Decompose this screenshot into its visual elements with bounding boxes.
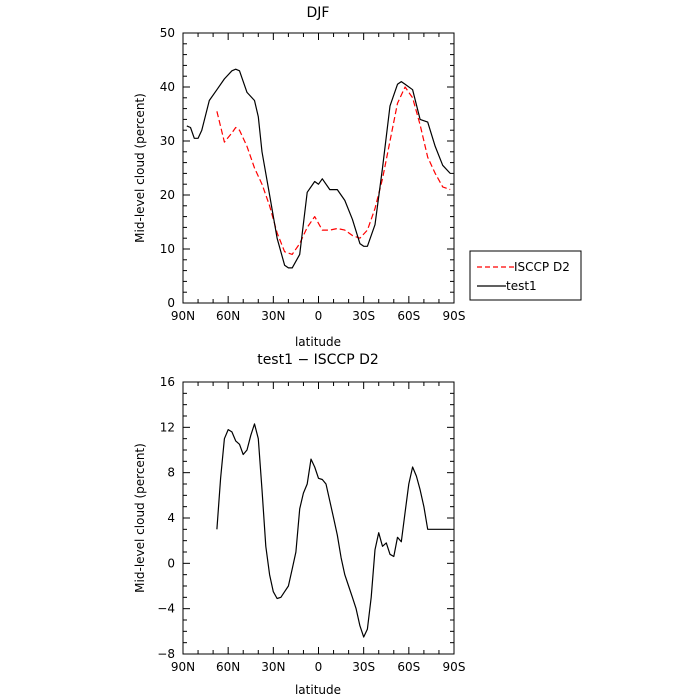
legend-label-isccp: ISCCP D2 (514, 260, 570, 274)
top-y-axis-label: Mid-level cloud (percent) (133, 93, 147, 243)
bottom-x-tick-label: 90S (443, 660, 466, 674)
top-chart-panel: DJF 90N 60N 30N 0 30S 60S 90S 0 10 20 30 40 50 latit… (133, 5, 582, 349)
bottom-series-group (216, 423, 451, 638)
top-y-tick-label: 30 (160, 134, 175, 148)
bottom-y-tick-label: 16 (160, 375, 175, 389)
legend-label-test1: test1 (506, 279, 537, 293)
top-series-line-isccp-d2 (216, 86, 451, 255)
top-x-tick-label: 30S (352, 309, 375, 323)
top-y-tick-label: 10 (160, 242, 175, 256)
bottom-x-tick-label: 60N (216, 660, 240, 674)
top-y-tick-label: 20 (160, 188, 175, 202)
bottom-y-tick-label: 12 (160, 420, 175, 434)
bottom-x-axis-label: latitude (295, 683, 341, 697)
top-y-tick-label: 0 (167, 296, 175, 310)
top-x-tick-label: 0 (315, 309, 323, 323)
top-x-tick-label: 60S (397, 309, 420, 323)
bottom-y-axis-label: Mid-level cloud (percent) (133, 443, 147, 593)
legend-box (469, 250, 582, 301)
top-axis-ticks: 90N 60N 30N 0 30S 60S 90S 0 10 20 30 40 50 (160, 26, 466, 323)
top-series-line-test1 (186, 68, 451, 269)
bottom-x-tick-label: 0 (315, 660, 323, 674)
top-y-tick-label: 50 (160, 26, 175, 40)
bottom-chart-panel: test1 − ISCCP D2 90N 60N 30N 0 30S 60S 90S −8 −4… (133, 352, 465, 697)
top-x-tick-label: 90N (171, 309, 195, 323)
top-plot-frame (182, 32, 455, 304)
top-x-tick-label: 90S (443, 309, 466, 323)
bottom-x-tick-label: 30N (261, 660, 285, 674)
bottom-y-tick-label: 4 (167, 511, 175, 525)
bottom-y-tick-label: 0 (167, 556, 175, 570)
top-chart-title: DJF (307, 5, 330, 21)
bottom-y-tick-label: −4 (157, 602, 175, 616)
top-x-tick-label: 60N (216, 309, 240, 323)
bottom-x-tick-label: 60S (397, 660, 420, 674)
bottom-x-tick-label: 30S (352, 660, 375, 674)
top-x-axis-label: latitude (295, 335, 341, 349)
top-y-tick-label: 40 (160, 80, 175, 94)
bottom-y-tick-label: −8 (157, 647, 175, 661)
legend: ISCCP D2 test1 (469, 250, 582, 301)
bottom-axis-ticks: 90N 60N 30N 0 30S 60S 90S −8 −4 0 4 8 12 16 (157, 375, 465, 674)
bottom-series-line-difference (216, 423, 451, 638)
top-x-tick-label: 30N (261, 309, 285, 323)
bottom-plot-frame (182, 381, 455, 655)
bottom-x-tick-label: 90N (171, 660, 195, 674)
bottom-chart-title: test1 − ISCCP D2 (257, 352, 379, 368)
top-series-group (186, 68, 451, 269)
bottom-y-tick-label: 8 (167, 466, 175, 480)
